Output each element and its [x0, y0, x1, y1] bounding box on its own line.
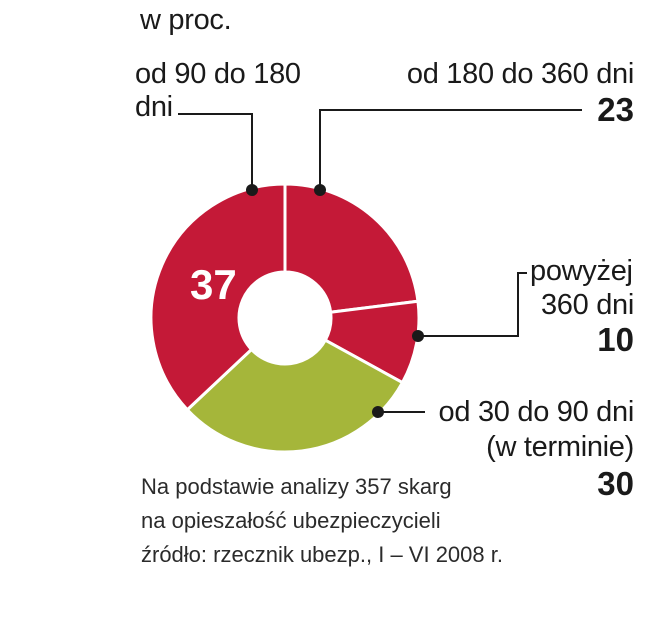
- donut-slice-1: [283, 182, 420, 314]
- donut-slice-3: [185, 338, 405, 454]
- value-30-90: 30: [597, 465, 634, 502]
- note-line-3: źródło: rzecznik ubezp., I – VI 2008 r.: [141, 542, 503, 567]
- marker-30-90: [372, 406, 384, 418]
- label-90-180-line2: dni: [135, 91, 173, 123]
- label-30-90-line1: od 30 do 90 dni: [438, 396, 635, 428]
- marker-180-360: [314, 184, 326, 196]
- donut-slice-4: [149, 182, 287, 412]
- value-360: 10: [597, 321, 634, 358]
- leader-90-180: [178, 113, 253, 190]
- label-360-line2: 360 dni: [540, 289, 634, 321]
- note-line-2: na opieszałość ubezpieczycieli: [141, 508, 441, 533]
- leader-360: [418, 272, 527, 337]
- subtitle: w proc.: [140, 4, 232, 36]
- value-180-360: 23: [597, 91, 634, 128]
- label-30-90-line2: (w terminie): [486, 431, 634, 463]
- label-360-line1: powyżej: [530, 255, 633, 287]
- note-line-1: Na podstawie analizy 357 skarg: [141, 474, 452, 499]
- value-90-180: 37: [190, 261, 237, 308]
- label-90-180-line1: od 90 do 180: [135, 58, 301, 90]
- leader-180-360: [319, 109, 582, 190]
- marker-360: [412, 330, 424, 342]
- marker-90-180: [246, 184, 258, 196]
- label-180-360: od 180 do 360 dni: [406, 58, 634, 90]
